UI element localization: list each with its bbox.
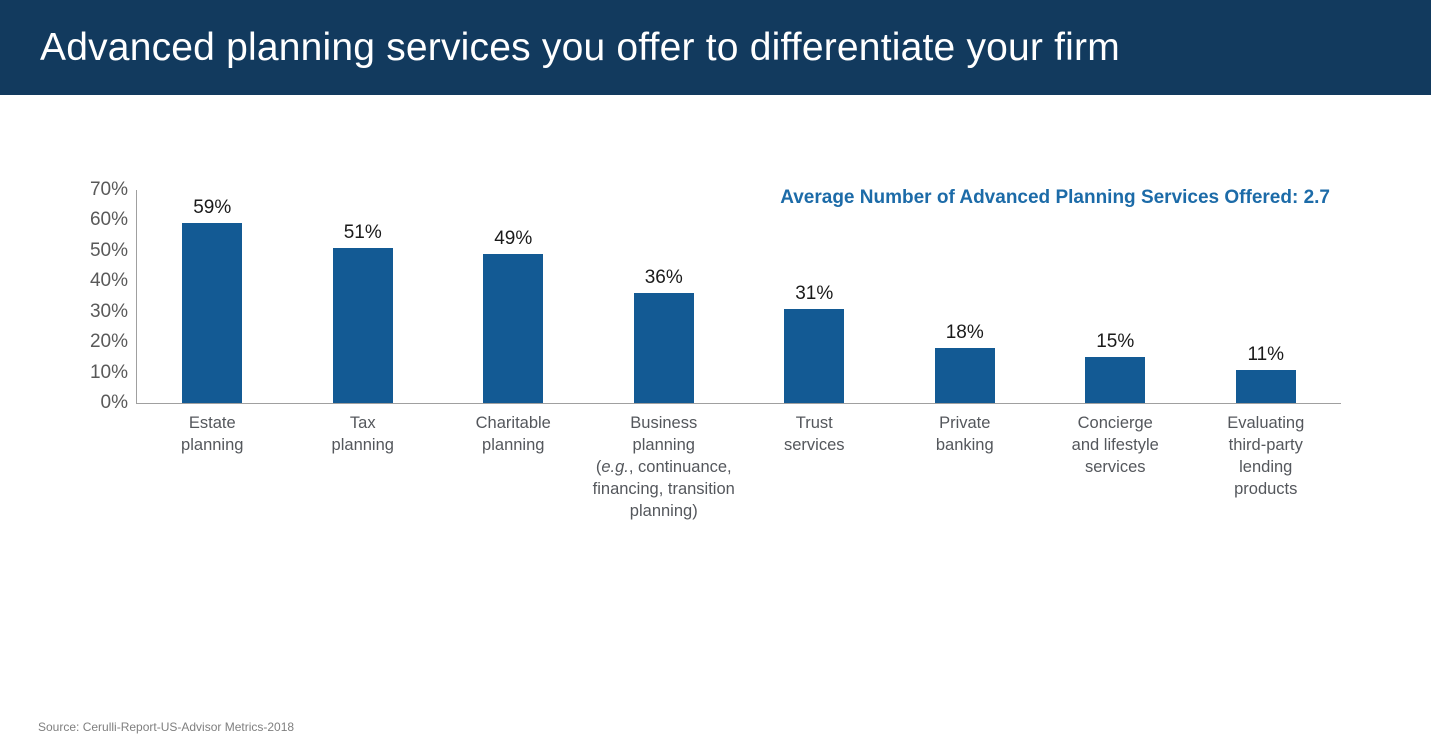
bar-value-label: 31%	[795, 282, 834, 304]
y-tick-label: 70%	[89, 179, 128, 200]
y-tick-label: 20%	[89, 331, 128, 353]
category-label: Trust services	[783, 414, 845, 454]
bar-value-label: 59%	[193, 197, 232, 219]
bar-value-label: 18%	[945, 322, 984, 344]
y-tick-label: 0%	[100, 392, 128, 413]
bar-group: 51% Tax planning	[288, 190, 439, 454]
bar	[1085, 357, 1146, 403]
bar	[332, 247, 393, 403]
bar-group: 15% Concierge and lifestyle services	[1040, 190, 1191, 476]
bar	[633, 293, 694, 403]
bar-group: 59% Estate planning	[137, 190, 288, 454]
bar-value-label: 51%	[343, 221, 382, 243]
y-axis-tick-labels: 0% 10% 20% 30% 40% 50% 60% 70%	[0, 179, 128, 413]
bar-value-label: 11%	[1247, 343, 1285, 365]
source-note: Source: Cerulli-Report-US-Advisor Metric…	[38, 720, 295, 734]
y-tick-label: 50%	[89, 239, 128, 261]
bar-value-label: 36%	[644, 267, 683, 289]
category-label: Business planning (e.g., continuance, finan…	[592, 414, 735, 520]
category-label: Private banking	[935, 414, 994, 454]
slide-header: Advanced planning services you offer to …	[0, 0, 1431, 95]
chart-annotation: Average Number of Advanced Planning Serv…	[780, 187, 1330, 208]
y-tick-label: 30%	[89, 300, 128, 322]
bar-group: 36% Business planning (e.g., continuance, fi…	[589, 190, 740, 520]
bar-group: 18% Private banking	[890, 190, 1041, 454]
bar	[182, 223, 243, 403]
bar-group: 11% Evaluating third-party lending products	[1191, 190, 1342, 498]
y-tick-label: 40%	[89, 270, 128, 292]
bar	[483, 253, 544, 403]
category-label: Charitable planning	[475, 414, 551, 454]
category-label: Estate planning	[181, 414, 244, 454]
bar-group: 31% Trust services	[739, 190, 890, 454]
category-label: Tax planning	[331, 414, 394, 454]
y-tick-label: 10%	[89, 361, 128, 383]
category-label: Evaluating third-party lending products	[1227, 414, 1305, 498]
bar	[1235, 369, 1296, 403]
bar	[934, 348, 995, 403]
bar-value-label: 49%	[494, 227, 533, 249]
category-label: Concierge and lifestyle services	[1071, 414, 1159, 476]
bar-value-label: 15%	[1096, 331, 1135, 353]
bar-chart-plot-area: 59% Estate planning 51% Tax planning 49% Charit…	[136, 190, 1342, 520]
bar-group: 49% Charitable planning	[438, 190, 589, 454]
bar	[784, 308, 845, 403]
page-title: Advanced planning services you offer to …	[40, 25, 1120, 69]
y-tick-label: 60%	[89, 209, 128, 231]
